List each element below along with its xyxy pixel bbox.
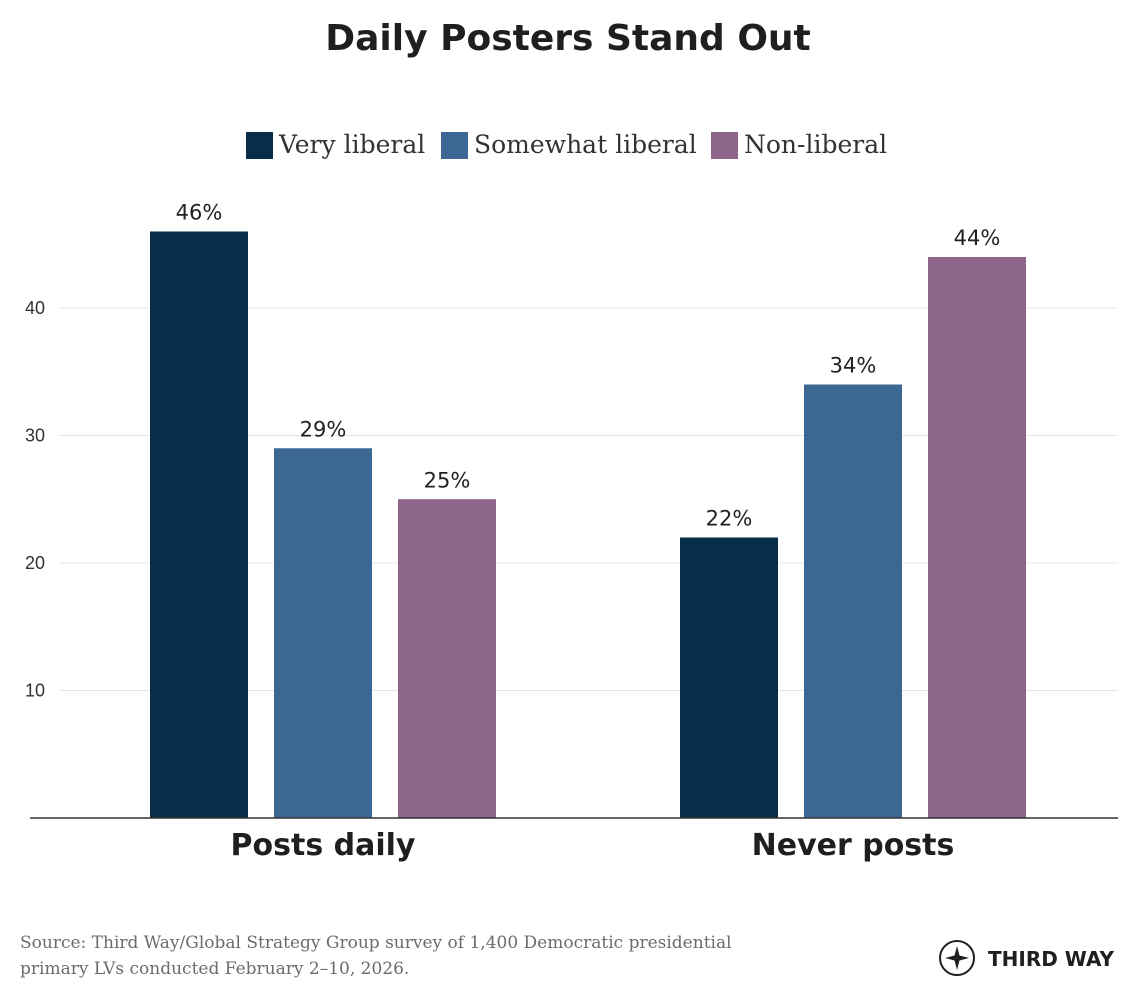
y-tick-label: 20	[25, 553, 45, 573]
data-label: 29%	[300, 417, 347, 441]
legend: Very liberal Somewhat liberal Non-liberal	[246, 130, 887, 159]
legend-swatch	[441, 132, 468, 159]
data-label: 34%	[830, 354, 877, 378]
chart-title: Daily Posters Stand Out	[325, 18, 811, 59]
bar	[804, 384, 902, 818]
compass-star-icon	[939, 940, 975, 976]
category-label: Never posts	[752, 828, 955, 863]
legend-label: Non-liberal	[744, 130, 887, 159]
legend-label: Somewhat liberal	[474, 130, 697, 159]
y-tick-label: 40	[25, 298, 45, 318]
source-line-2: primary LVs conducted February 2–10, 202…	[20, 959, 409, 979]
data-label: 44%	[954, 226, 1001, 250]
bars	[150, 231, 1026, 818]
data-label: 25%	[424, 468, 471, 492]
bar	[680, 537, 778, 818]
y-tick-label: 10	[25, 681, 45, 701]
category-label: Posts daily	[231, 828, 416, 863]
category-labels: Posts daily Never posts	[231, 828, 955, 863]
data-label: 22%	[706, 507, 753, 531]
source-line-1: Source: Third Way/Global Strategy Group …	[20, 933, 732, 953]
bar	[398, 499, 496, 818]
legend-swatch	[711, 132, 738, 159]
legend-swatch	[246, 132, 273, 159]
bar	[928, 257, 1026, 818]
y-axis-ticks: 10 20 30 40	[25, 298, 45, 701]
brand-logo: THIRD WAY	[939, 940, 1115, 976]
brand-name: THIRD WAY	[988, 947, 1115, 971]
bar	[150, 231, 248, 818]
bar	[274, 448, 372, 818]
y-tick-label: 30	[25, 426, 45, 446]
data-label: 46%	[176, 201, 223, 225]
legend-label: Very liberal	[278, 130, 425, 159]
data-labels: 46% 29% 25% 22% 34% 44%	[176, 201, 1001, 531]
